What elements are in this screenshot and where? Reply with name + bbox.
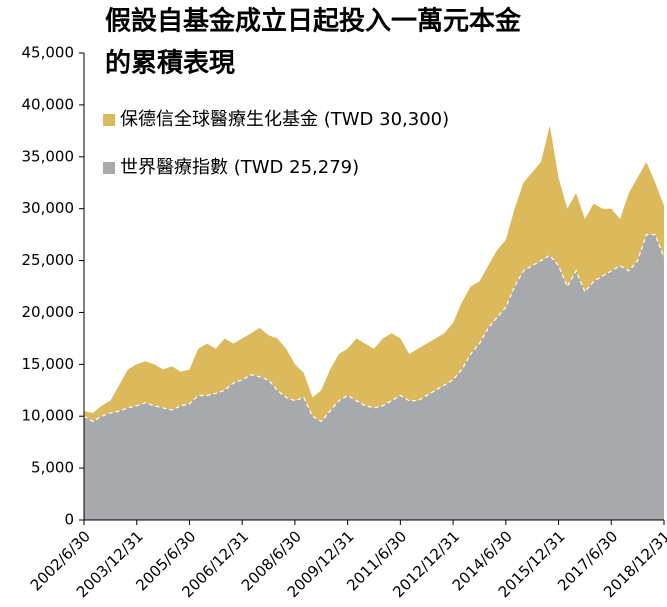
legend-swatch xyxy=(103,162,115,174)
y-tick-label: 30,000 xyxy=(22,199,75,217)
y-tick-label: 15,000 xyxy=(22,355,75,373)
legend-swatch xyxy=(103,114,115,126)
legend-label: 保德信全球醫療生化基金 (TWD 30,300) xyxy=(120,109,449,130)
y-tick-label: 40,000 xyxy=(22,95,75,113)
area xyxy=(84,234,664,520)
y-tick-label: 0 xyxy=(64,511,74,529)
y-tick-label: 35,000 xyxy=(22,147,75,165)
y-tick-label: 10,000 xyxy=(22,407,75,425)
chart-title: 的累積表現 xyxy=(105,48,235,79)
y-tick-label: 45,000 xyxy=(22,44,75,62)
chart-title: 假設自基金成立日起投入一萬元本金 xyxy=(105,6,522,37)
y-tick-label: 25,000 xyxy=(22,251,75,269)
y-tick-label: 20,000 xyxy=(22,303,75,321)
legend-label: 世界醫療指數 (TWD 25,279) xyxy=(120,157,359,178)
y-tick-label: 5,000 xyxy=(31,459,74,477)
